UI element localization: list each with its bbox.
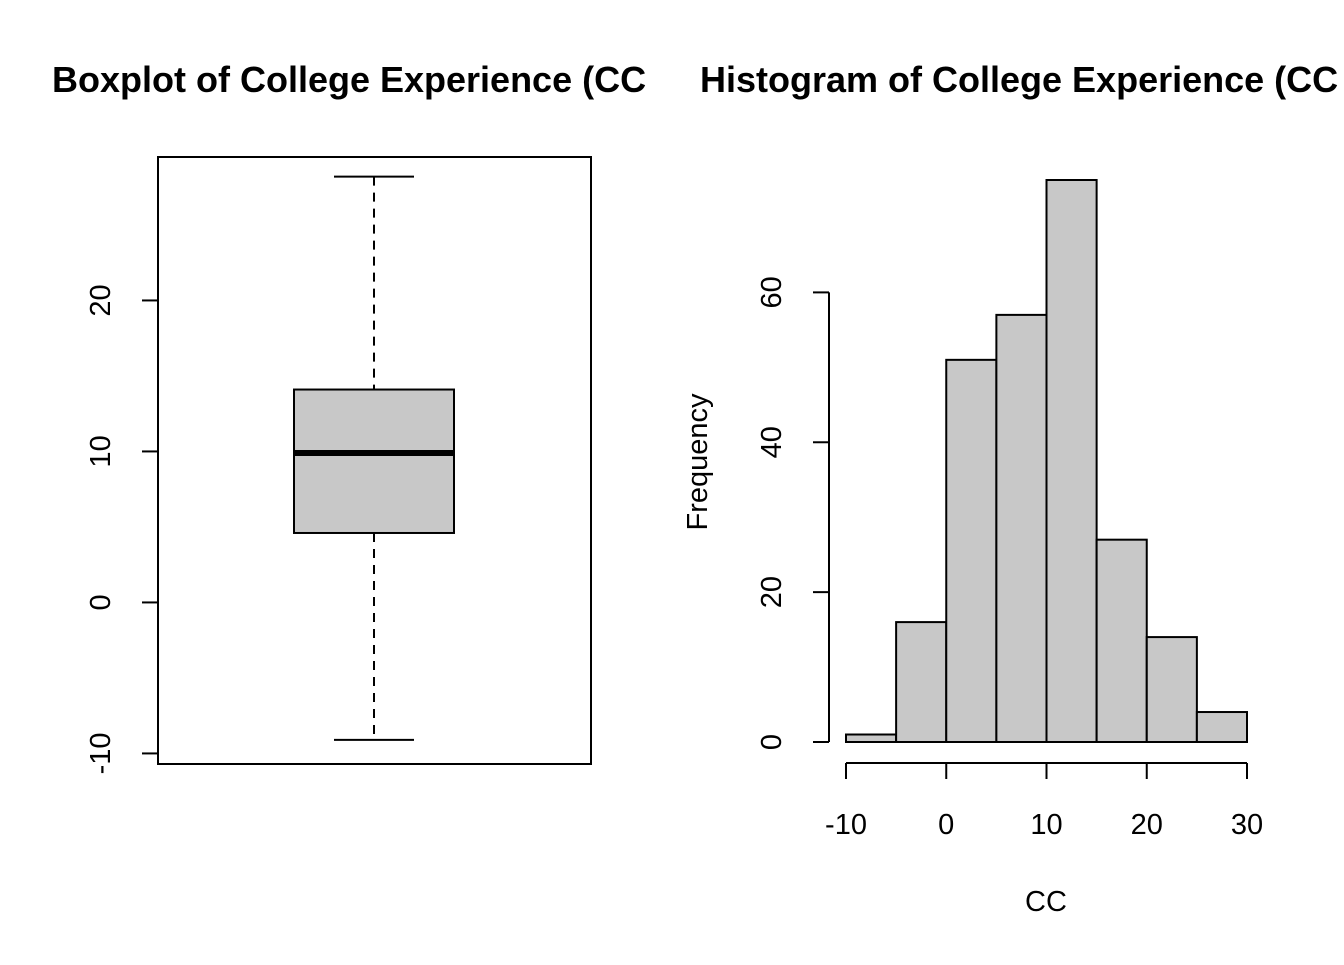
boxplot-y-tick-label: 20 (85, 284, 117, 316)
histogram-x-tick-label: -10 (825, 809, 867, 841)
boxplot-box (293, 388, 455, 534)
histogram-title: Histogram of College Experience (CC (700, 59, 1338, 100)
histogram-y-axis: 0 20 40 60 (756, 276, 830, 750)
histogram-bar (1145, 636, 1198, 743)
histogram-bar (1095, 538, 1148, 743)
histogram-y-label: Frequency (682, 393, 714, 531)
histogram-bar (1195, 711, 1248, 744)
histogram-bar (895, 621, 948, 744)
boxplot-y-tick-label: 0 (85, 594, 117, 610)
histogram-x-tick-label: 10 (1030, 809, 1062, 841)
histogram-x-tick-label: 0 (938, 809, 954, 841)
histogram-bar (845, 733, 898, 743)
histogram-y-tick-label: 60 (756, 276, 788, 308)
histogram-y-tick-label: 0 (756, 734, 788, 750)
boxplot-title: Boxplot of College Experience (CC (52, 59, 646, 100)
histogram-x-axis: -10 0 10 20 30 (825, 762, 1263, 841)
histogram-bar (945, 358, 998, 743)
boxplot-y-axis: -10 0 10 20 (85, 284, 159, 774)
histogram-bar (995, 313, 1048, 743)
histogram-y-tick-label: 20 (756, 576, 788, 608)
histogram-bar (1045, 179, 1098, 743)
histogram-y-tick-label: 40 (756, 426, 788, 458)
histogram-bars (845, 179, 1248, 744)
boxplot-marks (293, 175, 455, 741)
boxplot-y-tick-label: 10 (85, 435, 117, 467)
histogram-x-label: CC (1025, 886, 1067, 918)
histogram-panel: Histogram of College Experience (CC 0 20 4… (682, 59, 1338, 918)
histogram-x-tick-label: 30 (1231, 809, 1263, 841)
histogram-x-tick-label: 20 (1131, 809, 1163, 841)
boxplot-y-tick-label: -10 (85, 732, 117, 774)
boxplot-panel: Boxplot of College Experience (CC -10 0 10… (52, 59, 646, 774)
